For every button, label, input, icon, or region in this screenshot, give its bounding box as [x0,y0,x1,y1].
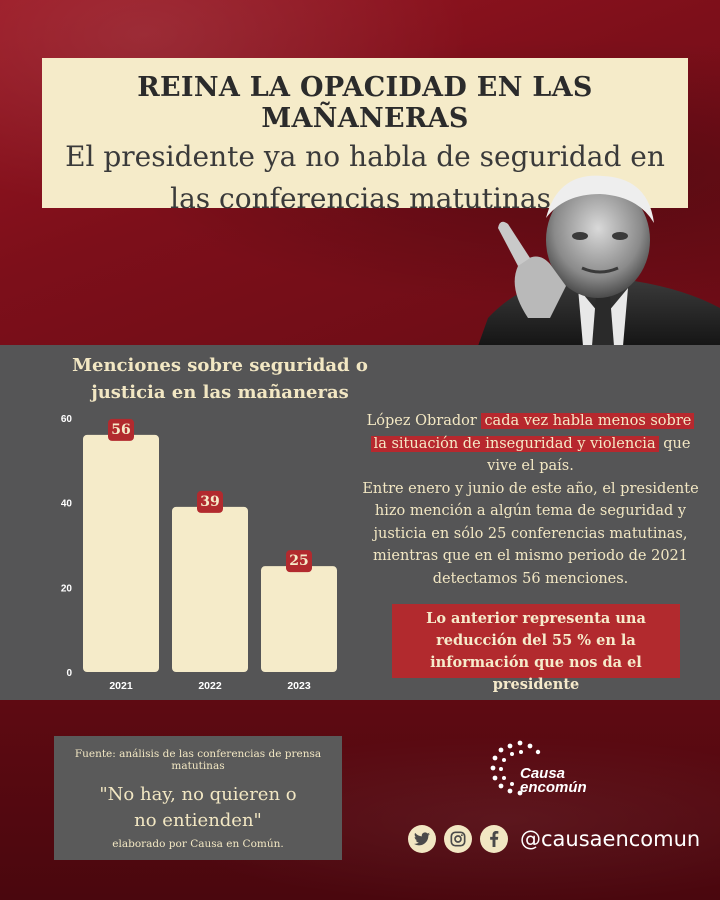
bar-chart: 0 20 40 60 56 2021 39 2022 25 2023 [61,414,337,692]
y-tick-label: 0 [66,668,72,679]
chart-title: Menciones sobre seguridad o justicia en … [72,355,368,403]
source-quote-line-2: no entienden" [134,810,262,831]
source-quote: "No hay, no quieren o no entienden" [54,782,342,834]
facebook-icon[interactable] [480,825,508,853]
bar [172,506,248,672]
page-title: REINA LA OPACIDAD EN LAS MAÑANERAS [137,72,593,134]
twitter-icon[interactable] [408,825,436,853]
logo-sunburst-icon [490,740,541,796]
highlight-box: Lo anterior representa una reducción del… [392,604,680,693]
bar [83,434,159,672]
p1-post: que vive el país. [487,435,691,475]
social-handle[interactable]: @causaencomun [520,827,701,851]
data-label-box [197,490,223,513]
paragraph-1: López Obrador cada vez habla menos sobre… [358,410,703,478]
source-box: Fuente: análisis de las conferencias de … [54,736,342,860]
y-tick-label: 20 [61,583,73,594]
data-label: 56 [111,422,130,438]
source-line: Fuente: análisis de las conferencias de … [74,748,322,772]
causa-en-comun-logo: Causa encomún [490,740,587,796]
data-label-box [286,550,312,573]
social-links: @causaencomun [408,824,700,854]
logo-text-2: encomún [520,779,587,796]
source-author: elaborado por Causa en Común. [112,838,284,850]
data-label: 25 [289,553,308,569]
x-tick-label: 2022 [198,680,222,692]
y-tick-label: 60 [61,414,73,425]
data-label: 39 [200,494,219,510]
logo-text-1: Causa [520,765,565,782]
highlight-1: cada vez habla menos sobre [481,413,695,429]
instagram-icon[interactable] [444,825,472,853]
highlight-2: la situación de inseguridad y violencia [370,435,659,452]
x-tick-label: 2023 [287,680,311,692]
body-text: López Obrador cada vez habla menos sobre… [358,410,703,590]
bar [261,566,337,672]
data-label-box [108,418,134,441]
page-subtitle: El presidente ya no habla de seguridad e… [65,140,665,215]
source-quote-line-1: "No hay, no quieren o [99,784,297,805]
x-tick-label: 2021 [109,680,133,692]
president-photo [478,175,720,346]
p1-pre: López Obrador [366,413,482,429]
paragraph-2: Entre enero y junio de este año, el pres… [362,480,699,587]
y-tick-label: 40 [61,499,73,510]
